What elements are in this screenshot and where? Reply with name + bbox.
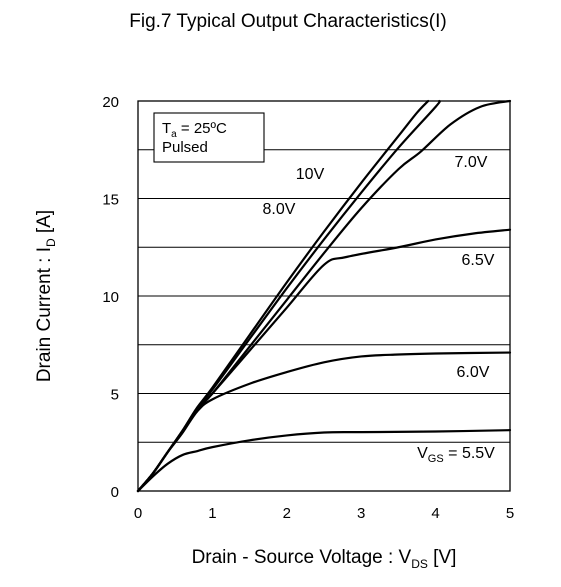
series-label-text: 8.0V <box>263 201 296 218</box>
series-label-6-5v: 6.5V <box>457 250 499 271</box>
x-tick-label: 5 <box>506 505 514 522</box>
x-tick-label: 4 <box>431 505 439 522</box>
conditions-temperature: Ta = 25ºC <box>162 120 227 140</box>
conditions-box: Ta = 25ºC Pulsed <box>153 112 265 163</box>
y-tick-labels: 0 5 10 15 20 <box>102 94 119 501</box>
grid-lines <box>138 149 510 443</box>
series-labels: 10V 8.0V 7.0V 6.5V 6.0V VGS = 5.5V <box>258 152 500 467</box>
series-label-box <box>452 362 494 383</box>
series-label-box <box>450 152 492 173</box>
series-label-7-0v: 7.0V <box>450 152 492 173</box>
conditions-mode: Pulsed <box>162 139 208 156</box>
series-label-box <box>413 443 500 467</box>
x-tick-labels: 0 1 2 3 4 5 <box>134 505 514 522</box>
series-label-box <box>291 164 329 185</box>
series-label-10v: 10V <box>291 164 329 185</box>
series-line-6-0v <box>136 351 512 493</box>
series-label-text: 6.0V <box>457 364 490 381</box>
x-tick-label: 0 <box>134 505 142 522</box>
series-curves <box>136 99 512 493</box>
series-label-text: VGS = 5.5V <box>417 445 495 465</box>
series-label-box <box>457 250 499 271</box>
x-tick-label: 1 <box>208 505 216 522</box>
series-label-vgs-5-5v: VGS = 5.5V <box>413 443 500 467</box>
chart-title: Fig.7 Typical Output Characteristics(I) <box>129 11 446 32</box>
series-label-text: 10V <box>296 166 325 183</box>
y-tick-label: 10 <box>102 289 119 306</box>
y-tick-label: 15 <box>102 192 119 209</box>
series-label-8-0v: 8.0V <box>258 199 300 220</box>
series-line-vgs-5-5v <box>136 429 512 493</box>
conditions-box-frame <box>153 112 265 163</box>
y-tick-label: 0 <box>111 484 119 501</box>
y-tick-label: 5 <box>111 387 119 404</box>
series-label-box <box>258 199 300 220</box>
x-tick-label: 3 <box>357 505 365 522</box>
x-axis-label: Drain - Source Voltage : VDS [V] <box>192 547 457 571</box>
series-label-text: 6.5V <box>462 252 495 269</box>
series-label-6-0v: 6.0V <box>452 362 494 383</box>
x-tick-label: 2 <box>283 505 291 522</box>
series-label-text: 7.0V <box>455 154 488 171</box>
y-tick-label: 20 <box>102 94 119 111</box>
y-axis-label: Drain Current : ID [A] <box>34 210 58 382</box>
